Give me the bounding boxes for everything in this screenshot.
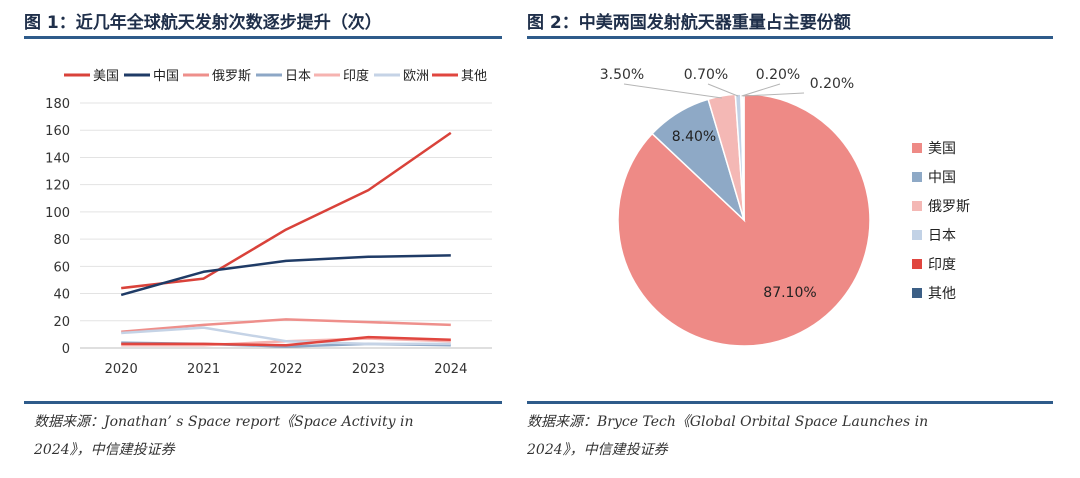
legend-label: 印度 xyxy=(928,257,956,273)
left-source-rule xyxy=(24,401,502,404)
series-line-0 xyxy=(121,131,452,290)
x-tick-label: 2021 xyxy=(187,362,220,377)
legend-swatch xyxy=(912,172,922,182)
y-tick-label: 40 xyxy=(53,288,70,303)
series-line-2 xyxy=(121,318,451,333)
y-tick-label: 100 xyxy=(45,206,70,221)
left-title-rule xyxy=(24,36,502,39)
legend-swatch xyxy=(912,230,922,240)
y-tick-label: 60 xyxy=(53,260,70,275)
series-line-5 xyxy=(121,326,451,346)
pie-chart: 87.10% 8.40% 3.50% 0.70% 0.20% 0.20% 美国中国俄罗斯日本… xyxy=(600,67,970,347)
x-tick-label: 2024 xyxy=(434,362,467,377)
pie-data-label: 8.40% xyxy=(672,129,716,145)
right-title-rule xyxy=(527,36,1053,39)
series-line-6 xyxy=(121,335,451,347)
legend-label: 俄罗斯 xyxy=(212,69,251,84)
x-tick-label: 2022 xyxy=(269,362,302,377)
left-chart-title: 图 1：近几年全球航天发射次数逐步提升（次） xyxy=(24,13,382,33)
legend-label: 其他 xyxy=(461,69,487,84)
line-chart: 0 20 40 60 80 100 120 140 160 180 2020 2021 2022 2023… xyxy=(45,68,492,377)
pie-leader-line xyxy=(741,83,781,97)
legend-swatch xyxy=(912,143,922,153)
legend-label: 印度 xyxy=(343,68,369,84)
legend-label: 中国 xyxy=(153,69,179,84)
legend-label: 中国 xyxy=(928,170,956,186)
legend-swatch xyxy=(912,288,922,298)
legend-label: 日本 xyxy=(285,69,311,84)
pie-data-label: 0.20% xyxy=(756,67,800,83)
y-tick-label: 120 xyxy=(45,179,70,194)
left-source-line-2: 2024》，中信建投证券 xyxy=(34,442,175,458)
legend-label: 其他 xyxy=(928,286,956,302)
right-source-line-2: 2024》，中信建投证券 xyxy=(527,442,668,458)
pie-slice-0 xyxy=(617,93,871,347)
legend-swatch xyxy=(912,201,922,211)
y-tick-label: 180 xyxy=(45,97,70,112)
legend-label: 美国 xyxy=(928,141,956,157)
right-source-rule xyxy=(527,401,1053,404)
y-tick-label: 140 xyxy=(45,151,70,166)
y-tick-label: 0 xyxy=(62,342,70,357)
y-tick-label: 160 xyxy=(45,124,70,139)
pie-data-label: 0.70% xyxy=(684,67,728,83)
y-tick-label: 80 xyxy=(53,233,70,248)
x-tick-label: 2023 xyxy=(352,362,385,377)
legend-label: 美国 xyxy=(93,69,119,84)
x-tick-label: 2020 xyxy=(105,362,138,377)
right-source-note: 数据来源：Bryce Tech《Global Orbital Space Lau… xyxy=(527,408,928,464)
legend-label: 日本 xyxy=(928,228,956,244)
pie-data-label: 87.10% xyxy=(763,285,816,301)
left-source-line-1: 数据来源：Jonathan’ s Space report《Space Acti… xyxy=(34,414,414,430)
series-line-1 xyxy=(120,254,451,297)
y-tick-label: 20 xyxy=(53,315,70,330)
legend-label: 俄罗斯 xyxy=(928,199,970,215)
pie-slice-5 xyxy=(741,93,745,221)
pie-data-label: 0.20% xyxy=(810,76,854,92)
legend-label: 欧洲 xyxy=(403,69,429,84)
legend-swatch xyxy=(912,259,922,269)
pie-leader-line xyxy=(707,83,739,97)
left-source-note: 数据来源：Jonathan’ s Space report《Space Acti… xyxy=(34,408,414,464)
pie-data-label: 3.50% xyxy=(600,67,644,83)
pie-leader-line xyxy=(623,83,722,99)
right-chart-title: 图 2：中美两国发射航天器重量占主要份额 xyxy=(527,13,851,33)
right-source-line-1: 数据来源：Bryce Tech《Global Orbital Space Lau… xyxy=(527,414,929,430)
pie-leader-line xyxy=(743,92,805,97)
